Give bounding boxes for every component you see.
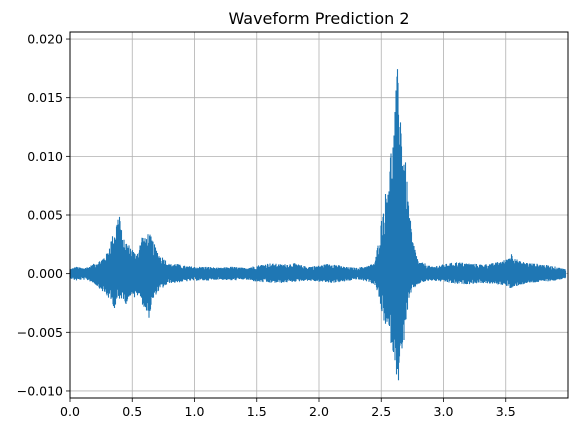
y-tick-label: 0.005 — [27, 208, 63, 223]
y-tick-label: 0.020 — [27, 32, 63, 47]
y-tick-label: 0.010 — [27, 149, 63, 164]
x-tick-label: 3.0 — [434, 404, 454, 419]
chart-title: Waveform Prediction 2 — [228, 9, 409, 28]
x-tick-label: 2.5 — [371, 404, 391, 419]
grid — [69, 32, 568, 398]
x-tick-label: 2.0 — [309, 404, 329, 419]
y-tick-label: 0.000 — [27, 266, 63, 281]
waveform-series-line — [69, 69, 567, 381]
x-tick-label: 1.0 — [185, 404, 205, 419]
series-layer — [69, 69, 567, 381]
x-axis: 0.0 0.5 1.0 1.5 2.0 2.5 3.0 3.5 — [60, 398, 516, 419]
x-tick-label: 0.5 — [122, 404, 142, 419]
y-tick-label: −0.010 — [17, 383, 63, 398]
x-tick-label: 3.5 — [496, 404, 516, 419]
x-tick-label: 1.5 — [247, 404, 267, 419]
y-axis: 0.020 0.015 0.010 0.005 0.000 −0.005 −0.010 — [17, 32, 70, 398]
x-tick-label: 0.0 — [60, 404, 80, 419]
y-tick-label: 0.015 — [27, 90, 63, 105]
y-tick-label: −0.005 — [17, 325, 63, 340]
